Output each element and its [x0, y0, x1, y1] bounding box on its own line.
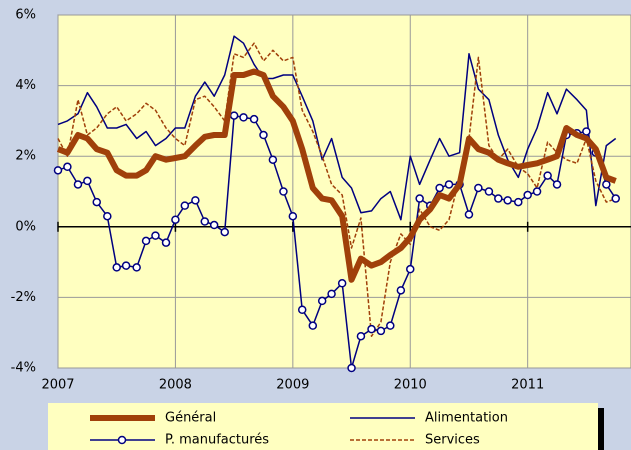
series-marker [503, 196, 512, 205]
x-tick-label: 2008 [159, 378, 192, 393]
series-marker [268, 155, 278, 164]
plot-area [57, 14, 631, 369]
series-line [57, 114, 617, 369]
y-tick-label: 0% [15, 219, 36, 234]
series-marker [308, 321, 318, 330]
series-marker [435, 183, 444, 193]
series-marker [132, 263, 141, 272]
series-marker [297, 305, 307, 315]
series-marker [386, 321, 395, 330]
legend-label: Général [165, 411, 216, 426]
series-marker [83, 176, 92, 186]
series-marker [356, 331, 366, 341]
series-marker [396, 286, 406, 295]
series-marker [327, 289, 336, 299]
legend [48, 403, 598, 450]
series-marker [103, 211, 112, 221]
y-tick-label: 6% [15, 8, 36, 23]
y-tick-label: -2% [11, 290, 36, 305]
series-marker [552, 180, 562, 189]
series-marker [532, 187, 542, 196]
legend-label: Alimentation [425, 411, 508, 426]
y-tick-label: 2% [15, 149, 36, 164]
series-marker [484, 187, 494, 196]
series-marker [141, 236, 151, 246]
series-marker [63, 162, 72, 172]
series-marker [121, 261, 131, 270]
series-marker [161, 238, 171, 247]
series-marker [239, 113, 248, 122]
series-marker [200, 217, 210, 226]
series-marker [53, 166, 63, 175]
series-marker [367, 324, 376, 334]
series-marker [523, 190, 532, 200]
x-tick-label: 2007 [41, 378, 74, 393]
series-marker [494, 194, 503, 203]
series-marker [347, 363, 356, 373]
series-line [56, 68, 617, 283]
x-tick-label: 2011 [511, 378, 544, 393]
series-marker [376, 326, 386, 336]
y-tick-label: -4% [11, 361, 36, 376]
series-marker [514, 197, 523, 207]
series-marker [337, 279, 347, 288]
series-marker [415, 194, 424, 203]
series-marker [180, 201, 190, 210]
series-marker [209, 220, 219, 230]
series-marker [582, 127, 591, 136]
x-tick-label: 2010 [394, 378, 427, 393]
series-marker [406, 264, 415, 274]
series-marker [92, 197, 101, 207]
series-marker [151, 231, 160, 240]
x-tick-label: 2009 [276, 378, 309, 393]
series-marker [444, 180, 454, 189]
series-marker [73, 180, 83, 189]
series-marker [220, 227, 229, 237]
series-marker [279, 187, 288, 196]
series-marker [464, 210, 474, 219]
y-tick-label: 4% [15, 78, 36, 93]
series-marker [191, 196, 200, 205]
series-marker [602, 180, 611, 189]
series-marker [171, 215, 180, 224]
series-marker [112, 263, 121, 272]
series-marker [474, 183, 483, 193]
series-marker [611, 194, 620, 203]
series-marker [249, 114, 259, 124]
series-line [57, 42, 616, 337]
series-marker [288, 211, 298, 221]
series-marker [317, 296, 327, 306]
series-marker [229, 111, 239, 120]
legend-label: P. manufacturés [165, 433, 269, 448]
series-marker [259, 130, 268, 140]
series-marker [543, 171, 552, 180]
legend-marker [117, 435, 127, 445]
legend-label: Services [425, 433, 480, 448]
